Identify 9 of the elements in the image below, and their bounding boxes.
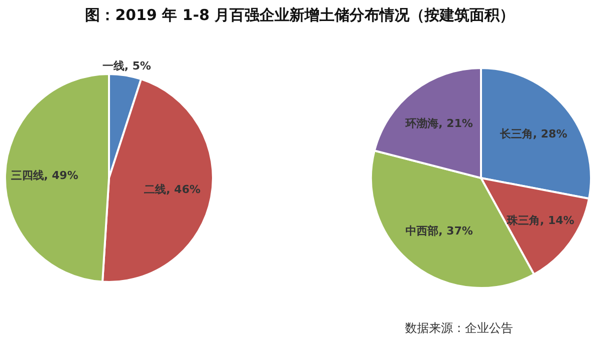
slice-label: 二线, 46%	[144, 182, 201, 196]
source-note: 数据来源：企业公告	[405, 320, 513, 337]
slice-label: 一线, 5%	[102, 59, 152, 72]
slice-label: 环渤海, 21%	[404, 116, 473, 130]
slice-label: 中西部, 37%	[406, 224, 473, 238]
slice-label: 长三角, 28%	[498, 127, 568, 140]
slice-label: 三四线, 49%	[10, 168, 78, 182]
slice-label: 珠三角, 14%	[506, 214, 574, 228]
text: 图：2019 年 1-8 月百强企业新增土储分布情况（按建筑面积）	[84, 6, 516, 25]
